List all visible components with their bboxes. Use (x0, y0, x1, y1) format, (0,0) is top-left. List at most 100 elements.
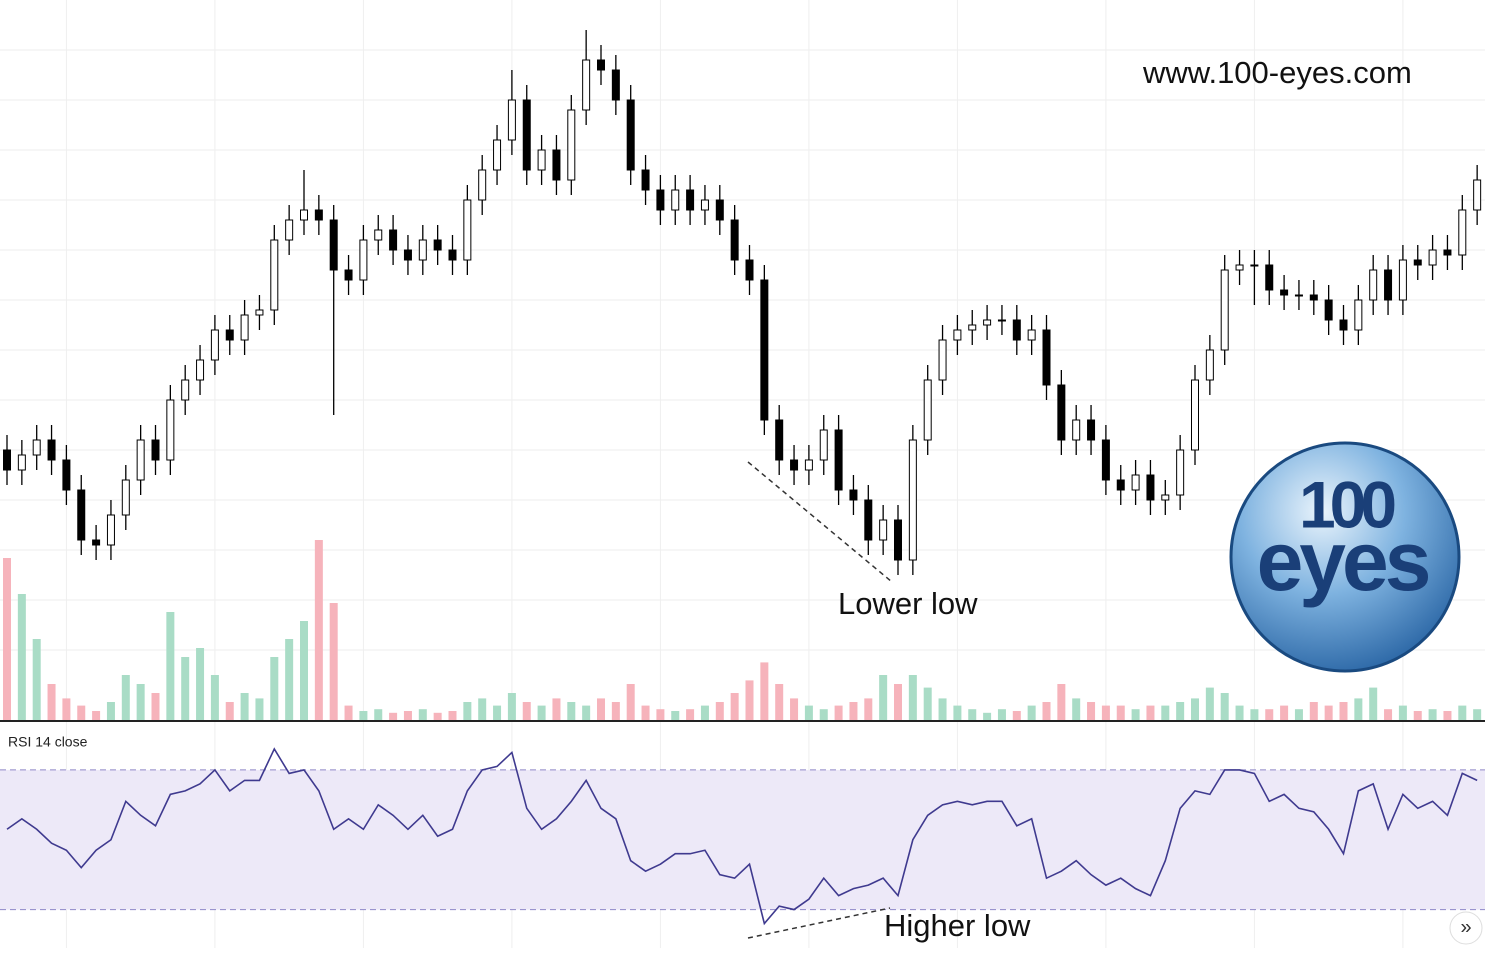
volume-bar (790, 698, 799, 720)
volume-bar (775, 684, 784, 720)
volume-bar (344, 705, 353, 720)
candle-body (1027, 329, 1036, 341)
candle-body (656, 189, 665, 211)
volume-bar (1057, 684, 1066, 720)
candle-body (62, 459, 71, 491)
candle-body (1057, 384, 1066, 441)
volume-bar (1294, 709, 1303, 720)
candle-body (745, 259, 754, 281)
trend-line (747, 461, 893, 583)
candle-body (493, 139, 502, 171)
candle-body (968, 324, 977, 331)
candle-body (196, 359, 205, 381)
candle-body (775, 419, 784, 461)
scroll-button-circle[interactable] (1449, 911, 1483, 945)
candle-body (1205, 349, 1214, 381)
candle-body (1324, 299, 1333, 321)
candle-body (790, 459, 799, 471)
volume-bar (1384, 709, 1393, 720)
volume-bar (1220, 693, 1229, 720)
volume-bar (17, 594, 26, 720)
volume-bar (1265, 709, 1274, 720)
candle-body (879, 519, 888, 541)
candle-body (611, 69, 620, 101)
candle-body (1280, 289, 1289, 296)
volume-bar (522, 702, 531, 720)
volume-bar (730, 693, 739, 720)
volume-bar (374, 709, 383, 720)
volume-bar (136, 684, 145, 720)
candle-body (92, 539, 101, 546)
logo-text: eyes (1257, 514, 1429, 608)
volume-bar (923, 687, 932, 720)
volume-bar (418, 709, 427, 720)
candle-body (1265, 264, 1274, 291)
volume-bar (1443, 711, 1452, 720)
candle-body (804, 459, 813, 471)
volume-bar (32, 639, 41, 720)
candle-body (255, 309, 264, 316)
candle-body (1294, 294, 1303, 297)
candle-body (1220, 269, 1229, 351)
candle-body (983, 319, 992, 326)
volume-bar (433, 712, 442, 720)
volume-bar (121, 675, 130, 720)
candle-body (225, 329, 234, 341)
volume-bar (819, 709, 828, 720)
volume-bar (1250, 709, 1259, 720)
volume-bar (1176, 702, 1185, 720)
volume-bar (1354, 698, 1363, 720)
volume-bar (166, 612, 175, 720)
candle-body (730, 219, 739, 261)
candle-body (1146, 474, 1155, 501)
volume-bar (1191, 698, 1199, 720)
candle-body (1087, 419, 1096, 441)
candle-body (626, 99, 635, 171)
volume-bar (196, 648, 205, 720)
annotation: Lower low (838, 586, 978, 621)
volume-bar (849, 702, 858, 720)
candle-body (1250, 264, 1259, 267)
volume-bar (3, 558, 11, 720)
candle-body (463, 199, 472, 261)
volume-bar (715, 702, 724, 720)
volume-bar (1072, 698, 1081, 720)
volume-bar (448, 711, 457, 720)
candle-body (819, 429, 828, 461)
candle-body (1473, 179, 1482, 211)
volume-bar (1458, 705, 1467, 720)
candle-body (1428, 249, 1437, 266)
candle-body (329, 219, 338, 271)
candle-body (1176, 449, 1185, 496)
volume-bar (270, 657, 279, 720)
volume-bar (507, 693, 516, 720)
scroll-button[interactable]: » (1449, 911, 1483, 945)
candle-body (3, 449, 11, 471)
volume-bar (626, 684, 635, 720)
candle-body (77, 489, 86, 541)
candle-body (374, 229, 383, 241)
candle-body (671, 189, 680, 211)
candle-body (1072, 419, 1081, 441)
candle-body (314, 209, 323, 221)
volume-bar (314, 540, 323, 720)
candle-body (344, 269, 353, 281)
volume-bar (834, 705, 843, 720)
candle-body (760, 279, 769, 421)
volume-bar (62, 698, 71, 720)
candle-body (700, 199, 709, 211)
volume-bar (300, 621, 308, 720)
volume-bar (582, 705, 591, 720)
candle-body (1354, 299, 1363, 331)
candle-body (418, 239, 427, 261)
candle-body (1369, 269, 1378, 301)
volume-bar (1116, 705, 1125, 720)
volume-bar (760, 662, 769, 720)
scroll-button-label[interactable]: » (1460, 916, 1471, 938)
candle-body (715, 199, 724, 221)
candle-body (1443, 249, 1452, 256)
candle-body (597, 59, 605, 71)
volume-bar (567, 702, 576, 720)
rsi-pane (0, 747, 1485, 926)
